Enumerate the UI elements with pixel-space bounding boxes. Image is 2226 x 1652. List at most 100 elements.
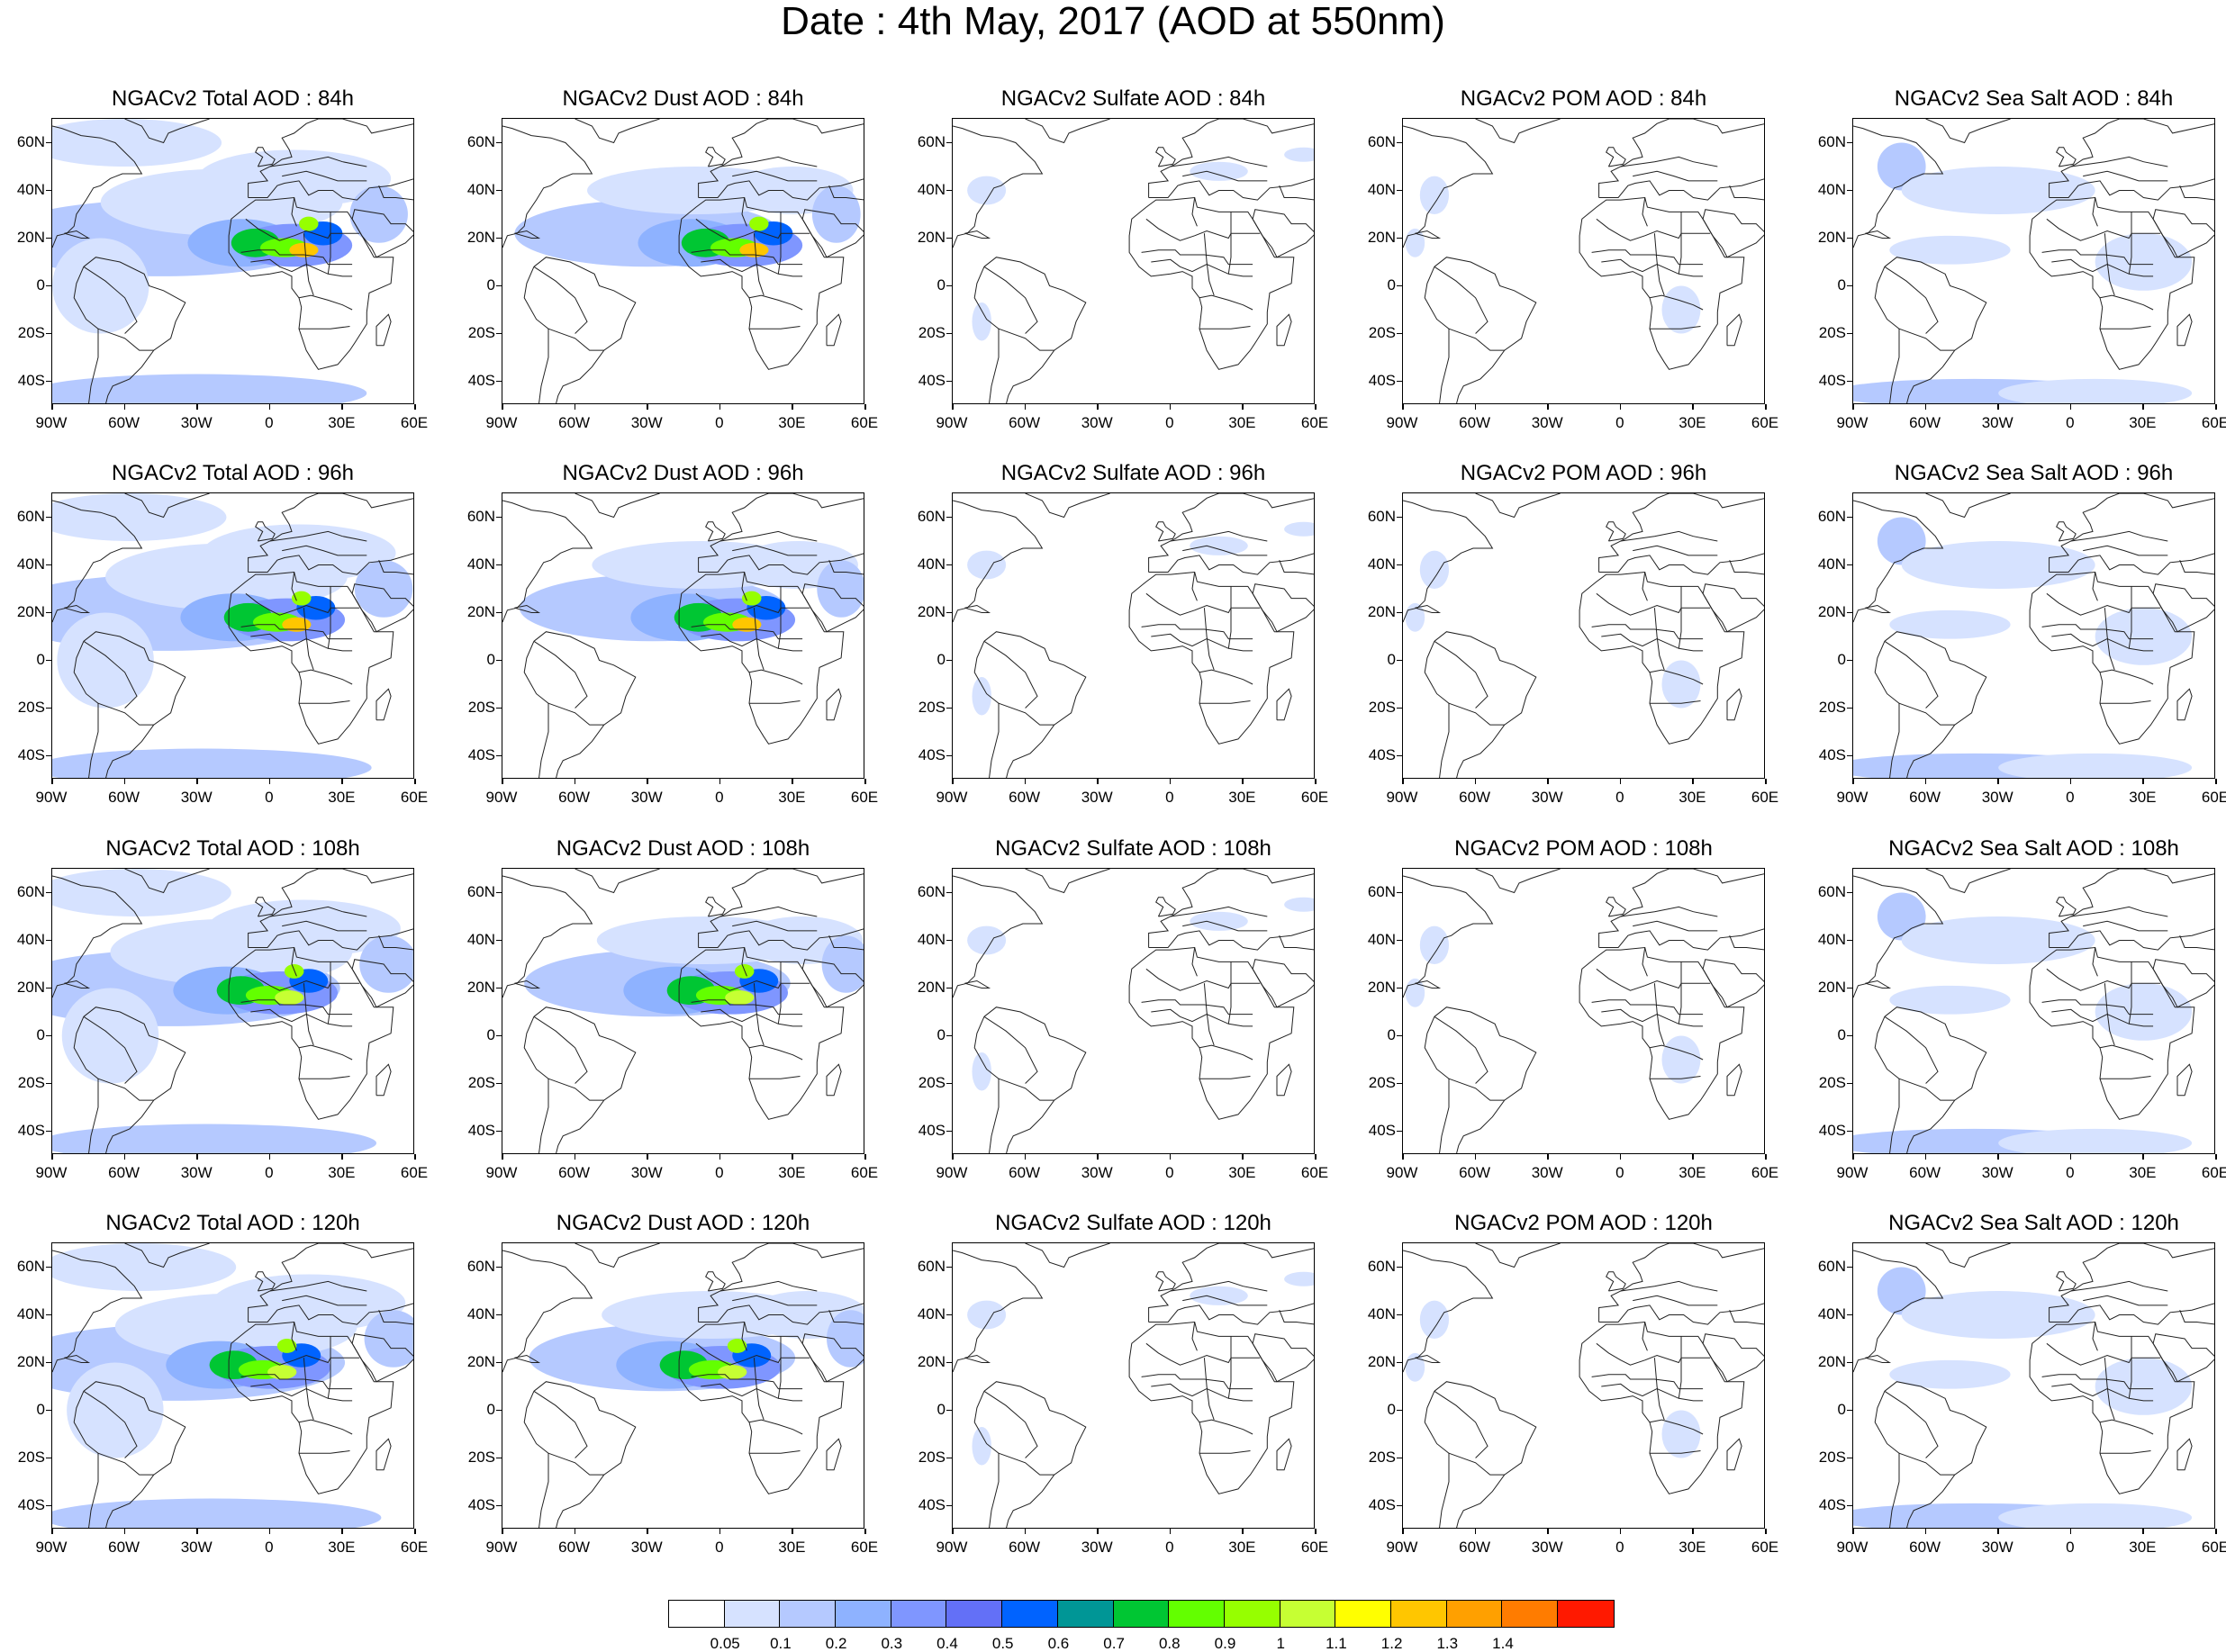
lon-tick-label: 60E <box>400 1539 429 1556</box>
coastlines <box>52 119 413 403</box>
coastline-segment <box>240 624 353 640</box>
coastline-segment <box>1148 869 1314 951</box>
lon-tick-label: 0 <box>2066 414 2075 431</box>
coastline-segment <box>1591 1374 1704 1390</box>
panel-title: NGACv2 POM AOD : 96h <box>1460 461 1707 485</box>
coastline-segment <box>1203 608 1215 671</box>
coastline-segment <box>250 258 353 277</box>
lon-tick-mark <box>268 1154 271 1160</box>
coastline-segment <box>255 521 276 542</box>
lon-tick-label: 0 <box>1615 1164 1624 1181</box>
coastline-segment <box>250 1383 353 1402</box>
map-canvas <box>502 869 864 1153</box>
panel-title: NGACv2 Dust AOD : 84h <box>562 86 804 111</box>
coastline-segment <box>248 1243 413 1325</box>
colorbar-label: 1.3 <box>1436 1635 1459 1652</box>
lat-tick-label: 40S <box>1818 1121 1846 1139</box>
lat-tick-mark <box>1847 754 1852 756</box>
lon-tick-label: 60W <box>1459 789 1491 806</box>
aod-region <box>1661 660 1701 709</box>
lat-tick-mark <box>496 189 502 191</box>
coastline-segment <box>2128 961 2132 1025</box>
colorbar-label: 1 <box>1276 1635 1285 1652</box>
aod-region <box>1889 609 2011 639</box>
coastline-segment <box>1678 212 1682 275</box>
coastline-segment <box>828 560 864 575</box>
lat-tick-mark <box>46 1504 51 1506</box>
lat-tick-mark <box>496 284 502 286</box>
coastline-segment <box>1025 493 1110 519</box>
coastline-segment <box>2179 185 2214 201</box>
lon-tick-mark <box>268 779 271 784</box>
coastline-segment <box>705 521 726 542</box>
aod-region <box>206 899 401 958</box>
lon-tick-mark <box>1765 404 1767 410</box>
map-panel-dust-120h: NGACv2 Dust AOD : 120h 60N 40N 20N 0 20S 40S 90… <box>467 1212 878 1556</box>
lat-tick-label: 0 <box>486 650 495 668</box>
coastline-segment <box>83 1390 138 1458</box>
coastline-segment <box>2176 688 2193 721</box>
lon-tick-mark <box>1852 1529 1854 1534</box>
coastline-segment <box>719 1280 818 1292</box>
coastline-segment <box>1650 1076 1701 1079</box>
lat-tick-label: 40N <box>16 555 45 573</box>
coastline-segment <box>1884 1390 1939 1458</box>
aod-region <box>57 612 154 709</box>
map-frame <box>1852 492 2215 779</box>
coastline-segment <box>351 959 413 1008</box>
coastline-segment <box>1898 1078 1955 1101</box>
coastline-segment <box>1874 1007 1987 1153</box>
lon-tick-label: 30E <box>778 1539 806 1556</box>
coastline-segment <box>1145 968 1261 991</box>
lat-tick-label: 40S <box>17 745 45 763</box>
coastline-segment <box>801 1333 864 1383</box>
lon-tick-label: 90W <box>1836 1164 1869 1181</box>
coastline-segment <box>2152 959 2214 1008</box>
coastline-segment <box>1199 669 1253 685</box>
lon-tick-label: 0 <box>1615 1539 1624 1556</box>
coastline-segment <box>1434 1390 1489 1458</box>
lat-tick-label: 40N <box>16 1304 45 1323</box>
lat-tick-label: 40N <box>917 180 946 198</box>
coastline-segment <box>547 328 604 351</box>
lon-tick-mark <box>647 1154 648 1160</box>
salt-aod-field <box>1853 517 2193 778</box>
map-panel-sulfate-84h: NGACv2 Sulfate AOD : 84h 60N 40N 20N 0 20S 40S… <box>918 87 1328 431</box>
coastline-segment <box>291 197 297 227</box>
lat-tick-mark <box>946 1504 952 1506</box>
coastline-segment <box>1596 592 1711 616</box>
lat-tick-mark <box>1847 1361 1852 1363</box>
lat-tick-label: 60N <box>917 882 946 900</box>
lat-tick-label: 60N <box>466 132 495 150</box>
coastline-segment <box>1726 688 1742 721</box>
lon-tick-label: 60W <box>1909 789 1941 806</box>
coastline-segment <box>291 947 297 977</box>
coastline-segment <box>1182 920 1268 932</box>
coastline-segment <box>502 125 593 248</box>
lat-tick-label: 20S <box>918 1448 946 1466</box>
lon-tick-mark <box>2142 779 2144 784</box>
coastline-segment <box>973 631 1087 778</box>
lon-tick-label: 0 <box>1165 1164 1174 1181</box>
lon-tick-mark <box>864 1154 866 1160</box>
lat-tick-mark <box>46 1266 51 1268</box>
lat-tick-label: 60N <box>16 132 45 150</box>
coastline-segment <box>2070 1280 2168 1292</box>
coastline-segment <box>2099 1044 2154 1061</box>
lon-tick-label: 60W <box>1909 414 1941 431</box>
coastline-segment <box>2070 906 2168 917</box>
lon-tick-mark <box>51 404 53 410</box>
lat-tick-label: 20N <box>917 228 946 246</box>
coastline-segment <box>741 572 747 601</box>
lat-tick-mark <box>46 189 51 191</box>
lat-tick-mark <box>946 1457 952 1458</box>
coastline-segment <box>327 961 331 1025</box>
coastline-segment <box>547 1452 604 1476</box>
coastline-segment <box>828 935 864 951</box>
lat-tick-label: 0 <box>486 1400 495 1418</box>
lon-tick-mark <box>647 1529 648 1534</box>
lat-tick-mark <box>946 1361 952 1363</box>
lat-tick-mark <box>1397 891 1402 893</box>
coastline-segment <box>826 313 842 347</box>
coastline-segment <box>245 1342 360 1366</box>
